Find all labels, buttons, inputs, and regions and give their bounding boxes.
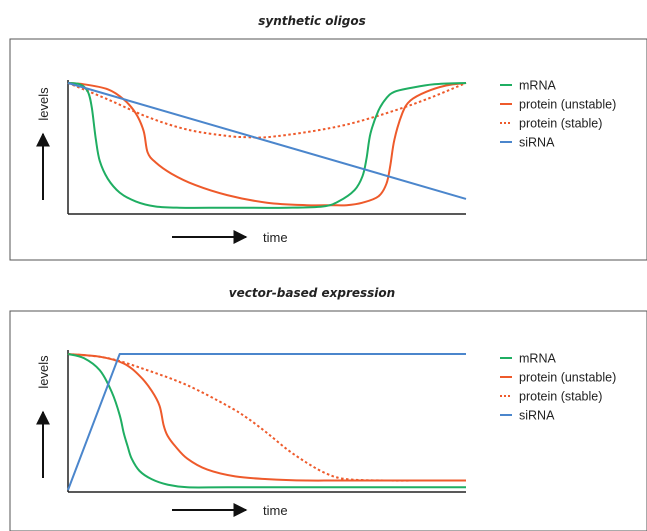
- x-axis-label: time: [263, 230, 288, 245]
- y-axis-label: levels: [36, 87, 51, 121]
- legend-label-sirna: siRNA: [519, 409, 555, 423]
- legend-label-protein-unstable: protein (unstable): [519, 98, 616, 112]
- x-axis-label: time: [263, 503, 288, 518]
- series-line-protein-unstable: [67, 82, 467, 207]
- legend: mRNA protein (unstable) protein (stable) si…: [500, 352, 616, 423]
- series-line-sirna: [67, 82, 467, 200]
- panel-frame: [9, 310, 647, 531]
- legend-label-protein-stable: protein (stable): [519, 117, 602, 131]
- panel-frame: [9, 38, 647, 261]
- legend-label-protein-stable: protein (stable): [519, 390, 602, 404]
- legend-label-protein-unstable: protein (unstable): [519, 371, 616, 385]
- series-line-sirna: [67, 353, 466, 491]
- legend-label-mrna: mRNA: [519, 352, 556, 366]
- chart-title: vector-based expression: [229, 286, 395, 300]
- series-line-protein-stable: [67, 353, 466, 482]
- chart-panel-synthetic-oligos: synthetic oligos levels time mRNA protein…: [9, 14, 647, 261]
- series-line-protein-stable: [67, 82, 467, 139]
- chart-panel-vector-based-expression: vector-based expression levels time mRNA…: [9, 286, 647, 531]
- legend: mRNA protein (unstable) protein (stable) si…: [500, 79, 616, 150]
- legend-label-mrna: mRNA: [519, 79, 556, 93]
- series-line-mrna: [67, 353, 466, 489]
- series-line-protein-unstable: [67, 353, 466, 482]
- legend-label-sirna: siRNA: [519, 136, 555, 150]
- series-line-mrna: [67, 82, 467, 209]
- y-axis-label: levels: [36, 355, 51, 389]
- chart-title: synthetic oligos: [258, 14, 366, 28]
